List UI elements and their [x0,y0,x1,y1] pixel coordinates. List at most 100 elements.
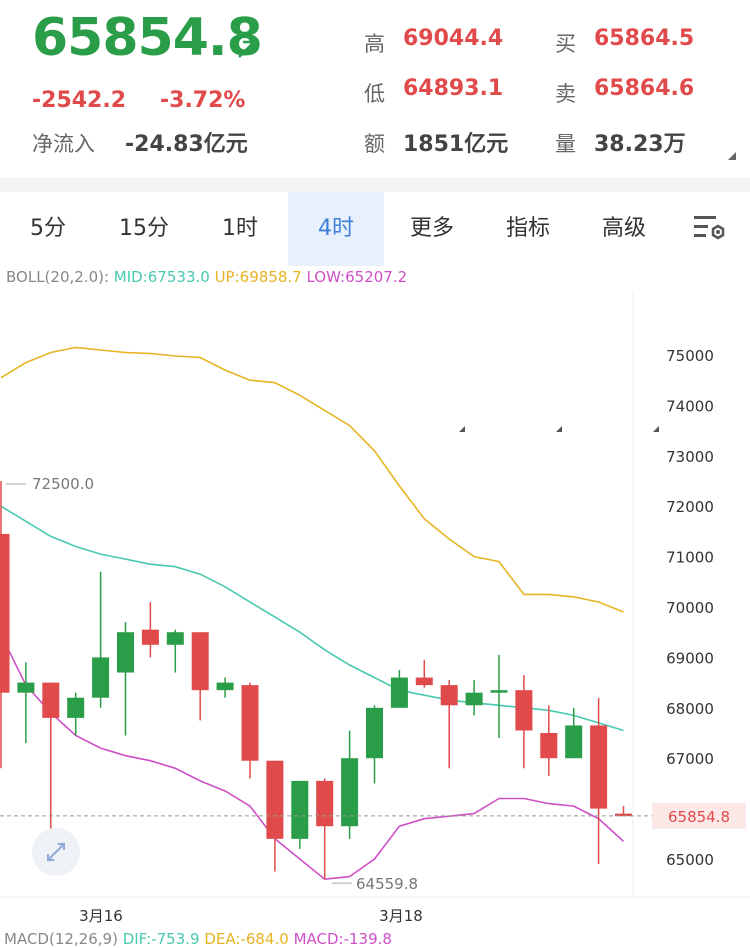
candle [415,659,433,688]
candle [141,601,159,658]
macd-name: MACD(12,26,9) [4,930,118,948]
y-tick-label: 74000 [666,397,714,415]
candle [515,675,533,769]
boll-low-line [0,634,625,881]
macd-value: MACD:-139.8 [293,930,392,948]
macd-dif: DIF:-753.9 [122,930,200,948]
boll-up: UP:69858.7 [214,268,302,286]
volume-value: 38.23万 [594,132,686,157]
fullscreen-button[interactable] [32,828,80,876]
period-tabs: 5分 15分 1时 4时 更多 指标 高级 [0,192,750,432]
expand-icon [47,843,65,861]
candle-body [390,677,408,708]
candle [615,806,632,817]
candle-body [366,707,383,759]
low-value: 64893.1 [403,76,504,101]
amount-label: 额 [364,132,385,156]
expand-corner-icon[interactable] [728,152,736,160]
candle-body [117,632,134,673]
quote-header: 65854.8 -2542.2 -3.72% 净流入 -24.83亿元 高 69… [0,0,750,178]
arrow-up-right-icon [238,40,256,58]
candle-body [590,725,608,809]
x-axis: 3月16 3月18 [79,907,423,925]
tab-1hour[interactable]: 1时 [222,216,258,241]
candle-body [141,629,159,645]
last-price-tag [652,802,746,829]
volume-label: 量 [555,132,576,156]
macd-legend: MACD(12,26,9) DIF:-753.9 DEA:-684.0 MACD… [4,930,392,948]
low-marker-label: 64559.8 [356,875,418,893]
candle-body [540,733,558,759]
candle-body [216,682,234,691]
tab-more[interactable]: 更多 [409,216,454,241]
candle [565,707,583,759]
y-tick-label: 72000 [666,498,714,516]
boll-bands [0,346,625,881]
section-divider [0,178,750,192]
candle [216,677,234,698]
candle-body [615,813,632,817]
candle-body [440,685,458,706]
candle [366,705,383,784]
candle [0,481,10,769]
chart-grid [0,290,750,898]
y-tick-label: 70000 [666,599,714,617]
candle [316,778,334,880]
candle [166,629,184,673]
low-label: 低 [364,82,385,106]
candle-body [316,780,334,827]
amount-value: 1851亿元 [403,132,509,157]
candle-body [42,682,60,718]
tab-advanced[interactable]: 高级 [601,216,646,241]
tab-15min[interactable]: 15分 [119,216,169,241]
candle [490,654,508,739]
tab-4hour[interactable]: 4时 [288,192,384,266]
boll-mid: MID:67533.0 [113,268,210,286]
last-price-label: 65854.8 [668,808,730,826]
candle [92,571,110,708]
candle-body [166,632,184,645]
candle-body [415,677,433,686]
candle [17,662,35,744]
candle-body [67,697,85,718]
candle-body [17,682,35,693]
candle [42,682,60,829]
candle-body [266,760,284,839]
candle-body [490,690,508,693]
chart-markers: 72500.0 64559.8 65854.8 [0,475,746,893]
candle-body [565,725,583,759]
candle [390,670,408,708]
kline-chart[interactable]: 75000 74000 73000 72000 71000 70000 69000 68000… [0,266,750,944]
tab-indicators[interactable]: 指标 [505,216,550,241]
candle [590,697,608,865]
candle-body [191,632,209,691]
chart-settings-icon[interactable] [692,212,728,244]
last-price: 65854.8 [32,8,263,68]
price-change-percent: -3.72% [160,88,246,113]
candle [67,692,85,736]
boll-name: BOLL(20,2.0): [6,268,110,286]
tab-5min[interactable]: 5分 [30,216,66,241]
boll-low: LOW:65207.2 [306,268,408,286]
candle-body [241,685,259,761]
candle [291,780,309,849]
x-tick-label: 3月16 [79,907,123,925]
y-tick-label: 69000 [666,649,714,667]
net-inflow-label: 净流入 [32,132,95,156]
y-tick-label: 73000 [666,448,714,466]
indicators-dropdown-icon [556,426,562,432]
candle [241,682,259,779]
candle [440,680,458,769]
y-tick-label: 65000 [666,851,714,869]
boll-up-line [0,346,624,613]
candle-body [515,690,533,731]
bid-value: 65864.5 [594,26,695,51]
candle [540,705,558,776]
ask-label: 卖 [555,82,576,106]
macd-dea: DEA:-684.0 [204,930,289,948]
candles [0,481,632,880]
net-inflow-value: -24.83亿元 [125,132,248,157]
y-tick-label: 71000 [666,549,714,567]
candle-body [465,692,483,706]
candle [465,680,483,716]
